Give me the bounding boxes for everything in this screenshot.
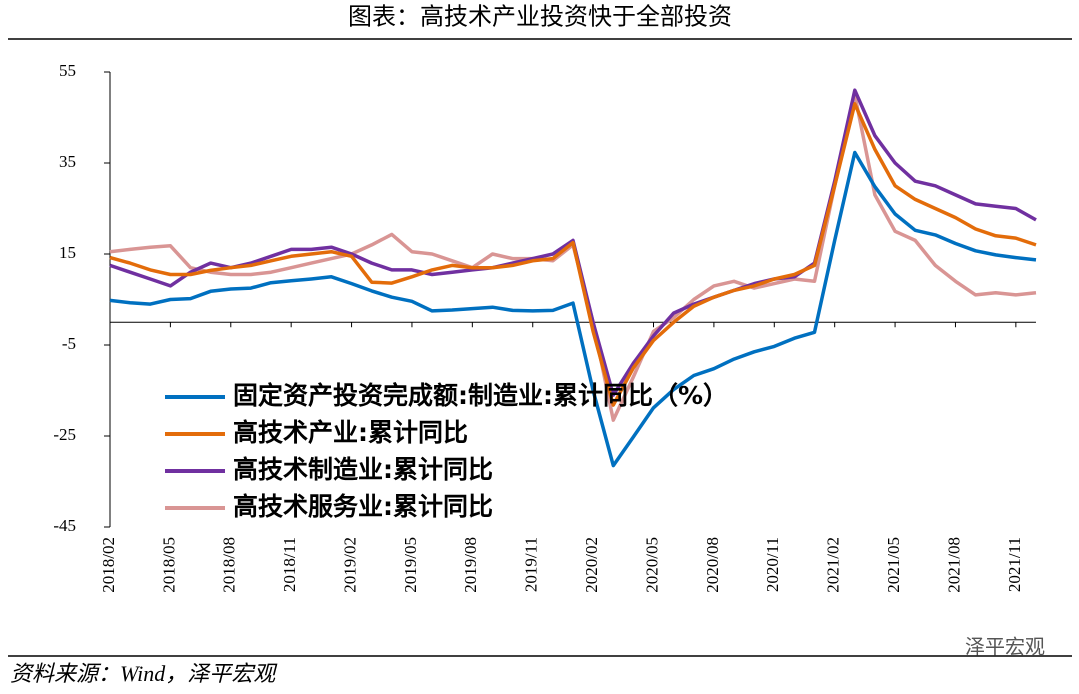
legend-label: 高技术制造业:累计同比 [233, 455, 493, 484]
y-tick-label: -25 [53, 425, 76, 444]
x-tick-label: 2019/02 [340, 537, 359, 593]
x-tick-label: 2020/05 [642, 537, 661, 593]
legend-label: 高技术产业:累计同比 [233, 418, 468, 447]
x-tick-label: 2018/05 [159, 537, 178, 593]
y-tick-label: 35 [59, 152, 76, 171]
x-tick-label: 2021/08 [944, 537, 963, 593]
watermark: 泽平宏观 [965, 635, 1045, 659]
x-tick-label: 2019/11 [522, 537, 541, 592]
legend-label: 固定资产投资完成额:制造业:累计同比（%） [233, 381, 728, 410]
y-tick-label: 15 [59, 243, 76, 262]
x-tick-label: 2020/02 [582, 537, 601, 593]
x-tick-label: 2020/11 [763, 537, 782, 592]
series-line [109, 102, 1037, 407]
x-tick-label: 2018/08 [220, 537, 239, 593]
series-line [109, 150, 1037, 468]
x-tick-label: 2019/08 [461, 537, 480, 593]
chart-title: 图表：高技术产业投资快于全部投资 [348, 4, 732, 31]
x-tick-label: 2020/08 [703, 537, 722, 593]
x-tick-label: 2021/02 [824, 537, 843, 593]
x-tick-label: 2019/05 [401, 537, 420, 593]
x-tick-label: 2021/05 [884, 537, 903, 593]
x-tick-label: 2021/11 [1005, 537, 1024, 592]
y-tick-label: 55 [59, 61, 76, 80]
x-tick-label: 2018/02 [99, 537, 118, 593]
x-tick-label: 2018/11 [280, 537, 299, 592]
series-line [109, 93, 1037, 422]
source-note: 资料来源：Wind，泽平宏观 [10, 661, 278, 686]
legend-label: 高技术服务业:累计同比 [233, 492, 493, 521]
series-line [109, 88, 1037, 397]
y-tick-label: -5 [62, 334, 76, 353]
y-tick-label: -45 [53, 516, 76, 535]
